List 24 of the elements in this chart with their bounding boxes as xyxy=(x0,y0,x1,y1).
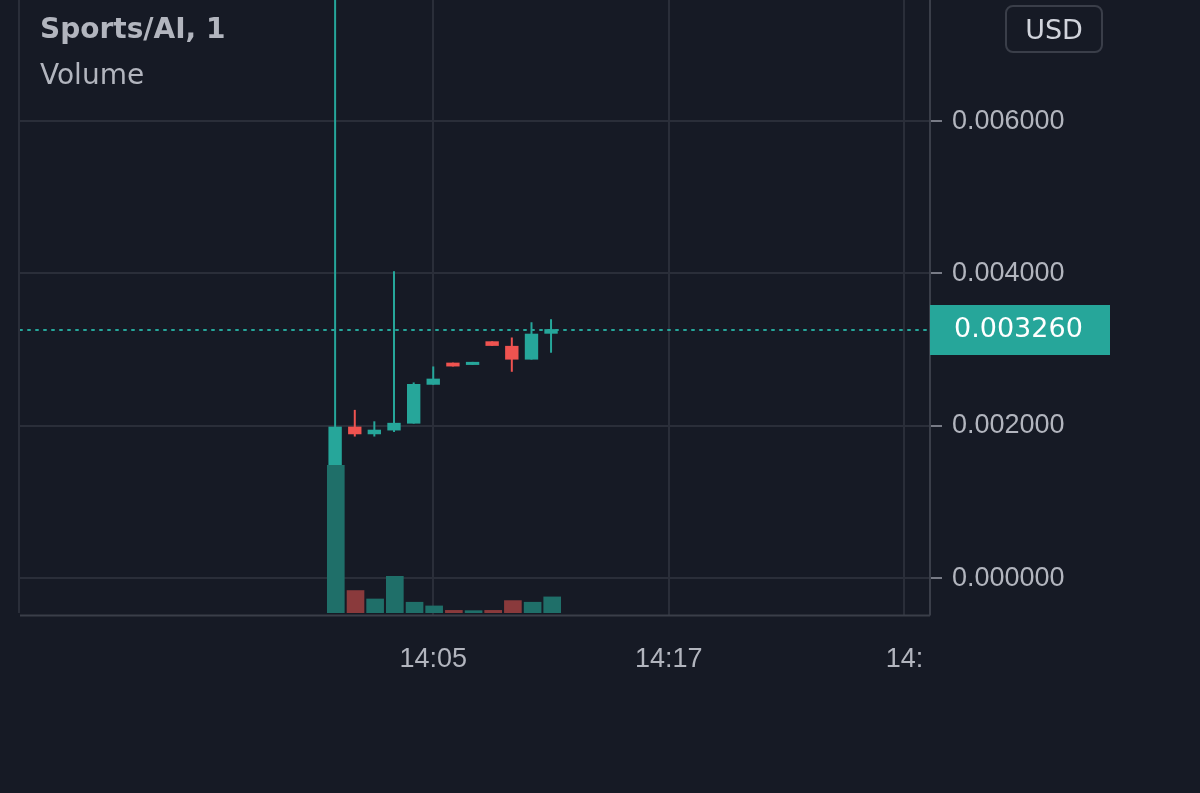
bar xyxy=(504,600,522,613)
y-tick-label: 0.006000 xyxy=(952,104,1065,135)
bar xyxy=(484,610,502,613)
bar xyxy=(445,610,463,613)
x-tick-label: 14:17 xyxy=(635,643,703,674)
bar xyxy=(523,601,542,613)
bar xyxy=(425,605,443,613)
y-tick-label: 0.004000 xyxy=(952,256,1065,287)
candlestick xyxy=(426,365,440,386)
y-tick-label: 0.002000 xyxy=(952,409,1065,440)
bar xyxy=(543,596,562,613)
x-tick-label: 14:05 xyxy=(399,643,468,674)
y-tick-label: 0.000000 xyxy=(952,561,1065,592)
bar xyxy=(366,598,384,613)
bar xyxy=(405,601,424,613)
candlestick xyxy=(505,336,519,373)
bar xyxy=(386,576,404,613)
text: Sports/AI, 1 xyxy=(40,12,226,45)
x-tick-label: 14: xyxy=(885,643,924,674)
chart-title: Volume xyxy=(40,58,145,91)
bar xyxy=(464,610,483,613)
ref-line-label: 0.003260 xyxy=(954,311,1083,343)
text: USD xyxy=(1005,5,1103,53)
bar xyxy=(346,590,365,613)
